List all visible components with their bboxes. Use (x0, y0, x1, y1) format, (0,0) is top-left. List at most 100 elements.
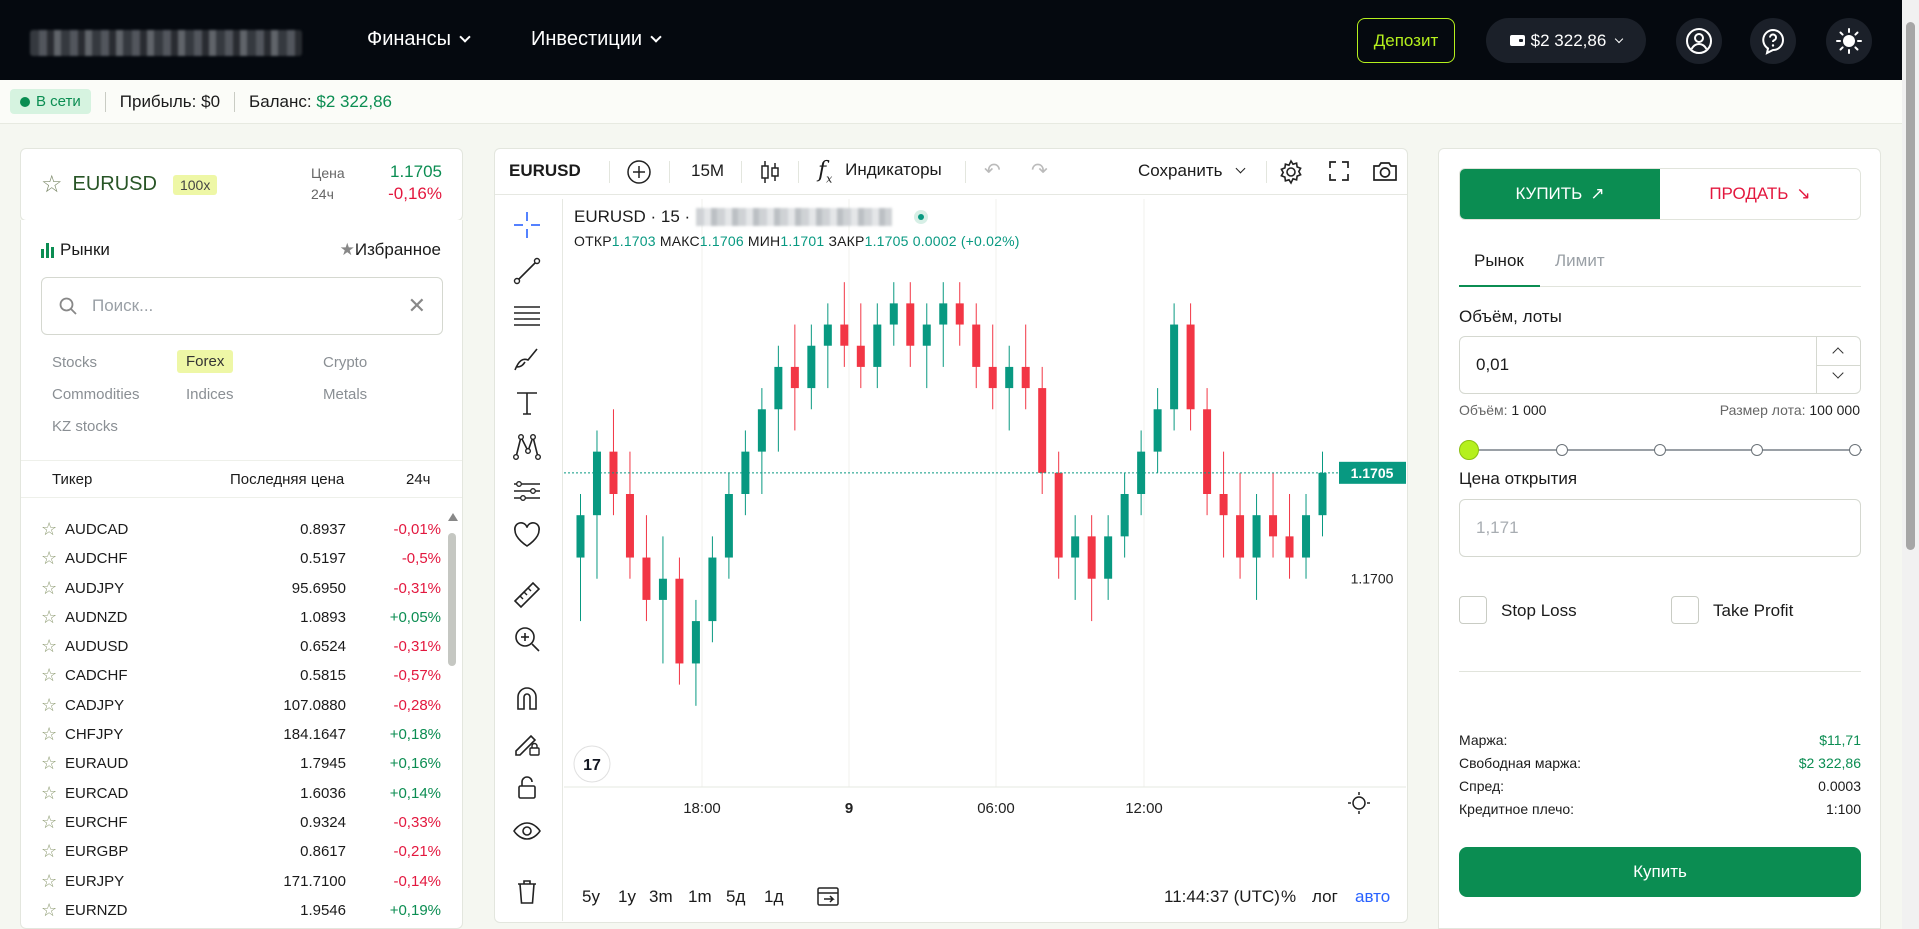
text-icon[interactable] (511, 387, 543, 419)
favorite-star-icon[interactable]: ☆ (41, 171, 63, 198)
tab-market[interactable]: Рынок (1474, 251, 1524, 270)
save-button[interactable]: Сохранить (1138, 161, 1246, 181)
auto-scale-toggle[interactable]: авто (1355, 887, 1391, 906)
list-item[interactable]: ☆ EURNZD 1.9546 +0,19% (21, 896, 441, 925)
list-item[interactable]: ☆ AUDNZD 1.0893 +0,05% (21, 603, 441, 632)
axis-settings-icon[interactable] (1348, 792, 1370, 814)
slider-step[interactable] (1751, 444, 1763, 456)
pattern-icon[interactable] (511, 431, 543, 463)
scroll-up-icon[interactable] (448, 513, 458, 521)
page-scrollbar[interactable] (1902, 0, 1919, 929)
nav-finance-menu[interactable]: Финансы (367, 28, 471, 51)
category-metals[interactable]: Metals (323, 386, 368, 403)
clear-search-icon[interactable]: ✕ (407, 293, 426, 318)
balance-dropdown[interactable]: $2 322,86 (1486, 18, 1646, 63)
category-commodities[interactable]: Commodities (52, 386, 140, 403)
lock-drawing-icon[interactable] (511, 727, 543, 759)
nav-investments-menu[interactable]: Инвестиции (531, 28, 662, 51)
tab-limit[interactable]: Лимит (1555, 251, 1605, 270)
indicators-button[interactable]: fx Индикаторы (818, 158, 942, 185)
tab-markets[interactable]: Рынки (41, 240, 110, 260)
volume-input[interactable]: 0,01 (1476, 355, 1510, 374)
date-range-button[interactable] (816, 884, 840, 913)
chart-type-button[interactable] (759, 159, 781, 190)
zoom-in-icon[interactable] (511, 623, 543, 655)
percent-toggle[interactable]: % (1281, 887, 1297, 906)
log-toggle[interactable]: лог (1312, 887, 1338, 906)
fib-retracement-icon[interactable] (511, 299, 543, 331)
open-price-field[interactable]: 1,171 (1459, 499, 1861, 557)
interval-button[interactable]: 15M (691, 161, 725, 180)
column-last-price[interactable]: Последняя цена (230, 471, 345, 488)
range-3m[interactable]: 3m (649, 887, 673, 906)
stop-loss-label[interactable]: Stop Loss (1501, 601, 1577, 620)
trash-icon[interactable] (511, 875, 543, 907)
favorite-star-icon[interactable]: ☆ (41, 753, 58, 774)
favorite-star-icon[interactable]: ☆ (41, 519, 58, 539)
unlock-icon[interactable] (511, 771, 543, 803)
brush-icon[interactable] (511, 343, 543, 375)
favorite-star-icon[interactable]: ☆ (41, 606, 58, 627)
list-scrollbar[interactable] (448, 513, 458, 673)
tradingview-logo[interactable]: 17 (573, 745, 611, 783)
range-1d[interactable]: 1д (764, 887, 784, 906)
help-button[interactable] (1750, 18, 1796, 64)
scrollbar-thumb[interactable] (448, 533, 456, 666)
range-5d[interactable]: 5д (726, 887, 746, 906)
search-input[interactable]: Поиск... (92, 296, 154, 315)
list-item[interactable]: ☆ CADCHF 0.5815 -0,57% (21, 661, 441, 690)
range-1y[interactable]: 1y (618, 887, 636, 906)
favorite-star-icon[interactable]: ☆ (41, 782, 58, 803)
list-item[interactable]: ☆ EURJPY 171.7100 -0,14% (21, 867, 441, 896)
category-stocks[interactable]: Stocks (52, 354, 98, 371)
list-item[interactable]: ☆ EURCHF 0.9324 -0,33% (21, 808, 441, 837)
favorite-star-icon[interactable]: ☆ (41, 841, 58, 862)
list-item[interactable]: ☆ AUDUSD 0.6524 -0,31% (21, 632, 441, 661)
open-price-input[interactable]: 1,171 (1476, 518, 1519, 537)
candlestick-chart[interactable]: 1.1705 1.1700 18:00 9 06:00 12:00 17 (564, 199, 1406, 839)
chart-symbol-button[interactable]: EURUSD (509, 161, 581, 180)
range-5y[interactable]: 5y (582, 887, 600, 906)
volume-stepper[interactable] (1816, 337, 1860, 393)
undo-icon[interactable]: ↶ (984, 160, 1001, 182)
screenshot-button[interactable] (1371, 159, 1399, 188)
magnet-icon[interactable] (511, 683, 543, 715)
search-box[interactable]: Поиск... ✕ (41, 277, 443, 335)
list-item[interactable]: ☆ EURCAD 1.6036 +0,14% (21, 779, 441, 808)
trend-line-icon[interactable] (511, 255, 543, 287)
chart-canvas[interactable]: 1.1705 1.1700 18:00 9 06:00 12:00 17 EUR… (564, 199, 1406, 839)
list-item[interactable]: ☆ CHFJPY 184.1647 +0,18% (21, 720, 441, 749)
chevron-up-icon[interactable] (1832, 347, 1844, 359)
favorite-star-icon[interactable]: ☆ (41, 665, 58, 686)
category-kz-stocks[interactable]: KZ stocks (52, 418, 118, 435)
chart-clock[interactable]: 11:44:37 (UTC) (1164, 887, 1280, 906)
ruler-icon[interactable] (511, 579, 543, 611)
category-crypto[interactable]: Crypto (323, 354, 368, 371)
slider-step[interactable] (1556, 444, 1568, 456)
take-profit-label[interactable]: Take Profit (1713, 601, 1794, 620)
range-1m[interactable]: 1m (688, 887, 712, 906)
slider-step[interactable] (1849, 444, 1861, 456)
list-item[interactable]: ☆ CADJPY 107.0880 -0,28% (21, 691, 441, 720)
crosshair-icon[interactable] (511, 209, 543, 241)
list-item[interactable]: ☆ EURGBP 0.8617 -0,21% (21, 837, 441, 866)
logo[interactable] (30, 30, 302, 56)
slider-handle[interactable] (1459, 440, 1479, 460)
take-profit-checkbox[interactable] (1671, 596, 1699, 624)
column-ticker[interactable]: Тикер (52, 471, 93, 488)
tab-favorites[interactable]: ★Избранное (340, 240, 441, 260)
sell-tab-button[interactable]: ПРОДАТЬ ↘ (1660, 169, 1860, 219)
redo-icon[interactable]: ↷ (1031, 160, 1048, 182)
list-item[interactable]: ☆ EURAUD 1.7945 +0,16% (21, 749, 441, 778)
theme-toggle[interactable] (1826, 18, 1872, 64)
favorite-star-icon[interactable]: ☆ (41, 899, 58, 920)
visibility-icon[interactable] (511, 815, 543, 847)
favorite-star-icon[interactable]: ☆ (41, 577, 58, 598)
favorite-star-icon[interactable]: ☆ (41, 811, 58, 832)
favorite-heart-icon[interactable] (511, 519, 543, 551)
scrollbar-thumb[interactable] (1906, 22, 1915, 550)
user-button[interactable] (1676, 18, 1722, 64)
favorite-star-icon[interactable]: ☆ (41, 870, 58, 891)
chevron-down-icon[interactable] (1832, 367, 1844, 379)
favorite-star-icon[interactable]: ☆ (41, 724, 58, 745)
